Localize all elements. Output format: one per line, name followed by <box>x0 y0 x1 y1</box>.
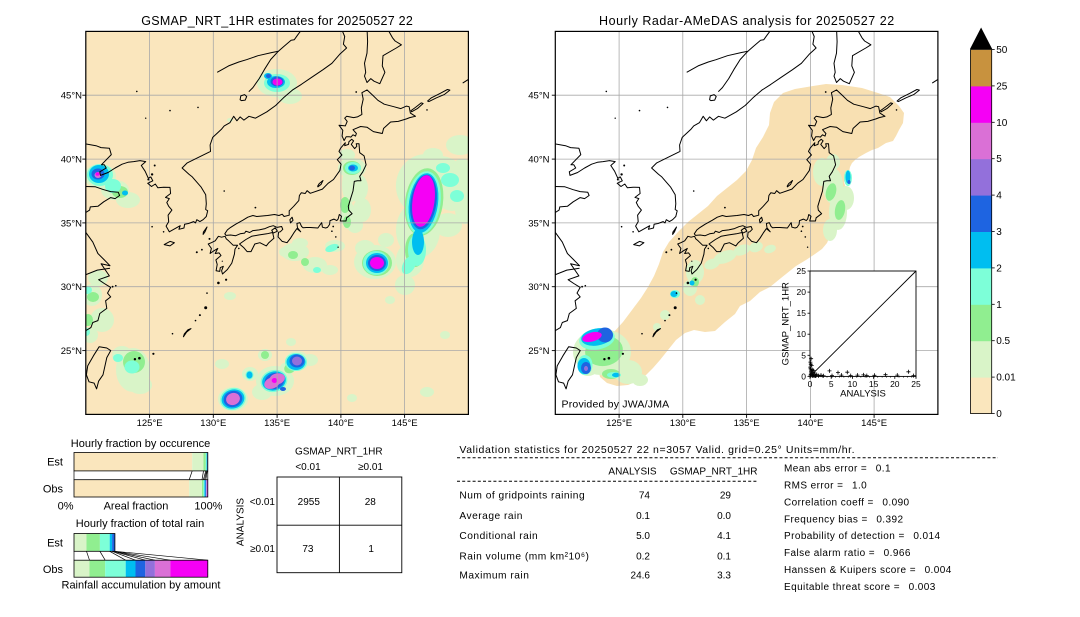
svg-text:Mean abs error = 0.1: Mean abs error = 0.1 <box>784 464 891 475</box>
svg-text:2: 2 <box>996 263 1002 274</box>
svg-text:40°N: 40°N <box>61 155 82 166</box>
svg-text:5: 5 <box>801 350 806 360</box>
svg-text:5.0: 5.0 <box>636 531 650 542</box>
svg-text:125°E: 125°E <box>606 418 632 429</box>
svg-text:Obs: Obs <box>43 564 64 576</box>
svg-text:10: 10 <box>848 379 858 389</box>
svg-text:135°E: 135°E <box>264 418 290 429</box>
svg-text:25°N: 25°N <box>61 346 82 357</box>
svg-text:28: 28 <box>365 497 377 508</box>
svg-text:73: 73 <box>302 544 314 555</box>
svg-text:140°E: 140°E <box>328 418 354 429</box>
svg-text:20: 20 <box>797 287 807 297</box>
svg-text:Hanssen & Kuipers score = 0.0: Hanssen & Kuipers score = 0.004 <box>784 565 952 576</box>
svg-text:3: 3 <box>996 227 1002 238</box>
svg-text:GSMAP_NRT_1HR estimates for 20: GSMAP_NRT_1HR estimates for 20250527 22 <box>141 14 413 28</box>
svg-text:5: 5 <box>829 379 834 389</box>
svg-text:Areal fraction: Areal fraction <box>104 501 169 513</box>
svg-text:20: 20 <box>890 379 900 389</box>
svg-text:0.5: 0.5 <box>996 336 1010 347</box>
svg-text:5: 5 <box>996 154 1002 165</box>
svg-text:145°E: 145°E <box>861 418 887 429</box>
svg-text:Obs: Obs <box>43 484 64 496</box>
svg-text:145°E: 145°E <box>392 418 418 429</box>
svg-text:ANALYSIS: ANALYSIS <box>608 466 656 477</box>
svg-text:Frequency bias = 0.392: Frequency bias = 0.392 <box>784 514 903 525</box>
svg-text:0: 0 <box>801 371 806 381</box>
svg-text:GSMAP_NRT_1HR: GSMAP_NRT_1HR <box>295 446 383 457</box>
svg-text:0.2: 0.2 <box>636 551 650 562</box>
svg-text:Est: Est <box>47 457 63 469</box>
svg-text:<0.01: <0.01 <box>295 462 321 473</box>
svg-text:0: 0 <box>808 379 813 389</box>
svg-text:40°N: 40°N <box>528 155 549 166</box>
svg-text:25: 25 <box>797 266 807 276</box>
svg-text:0.0: 0.0 <box>717 511 731 522</box>
svg-text:<0.01: <0.01 <box>250 497 276 508</box>
svg-text:45°N: 45°N <box>528 91 549 102</box>
svg-text:Rain volume (mm km²10⁶): Rain volume (mm km²10⁶) <box>459 551 589 562</box>
svg-text:45°N: 45°N <box>61 91 82 102</box>
svg-text:Validation statistics for 2025: Validation statistics for 20250527 22 n=… <box>459 444 855 456</box>
svg-text:Hourly fraction of total rain: Hourly fraction of total rain <box>76 518 204 530</box>
svg-text:1: 1 <box>996 300 1002 311</box>
svg-text:Equitable threat score = 0.00: Equitable threat score = 0.003 <box>784 582 936 593</box>
svg-text:30°N: 30°N <box>528 282 549 293</box>
svg-text:130°E: 130°E <box>670 418 696 429</box>
svg-text:29: 29 <box>720 491 732 502</box>
svg-text:False alarm ratio = 0.966: False alarm ratio = 0.966 <box>784 548 911 559</box>
svg-text:10: 10 <box>996 118 1008 129</box>
svg-text:GSMAP_NRT_1HR: GSMAP_NRT_1HR <box>781 282 792 365</box>
svg-text:Provided by JWA/JMA: Provided by JWA/JMA <box>562 399 670 411</box>
svg-text:≥0.01: ≥0.01 <box>250 544 275 555</box>
svg-text:RMS error = 1.0: RMS error = 1.0 <box>784 481 867 492</box>
svg-text:140°E: 140°E <box>797 418 823 429</box>
svg-text:ANALYSIS: ANALYSIS <box>840 389 886 400</box>
svg-text:50: 50 <box>996 45 1008 56</box>
svg-text:1: 1 <box>368 544 374 555</box>
svg-text:Conditional rain: Conditional rain <box>459 531 538 542</box>
svg-text:Rainfall accumulation by amoun: Rainfall accumulation by amount <box>62 580 221 592</box>
svg-text:24.6: 24.6 <box>631 570 651 581</box>
svg-text:0.1: 0.1 <box>636 511 650 522</box>
svg-text:100%: 100% <box>194 501 222 513</box>
svg-text:25: 25 <box>996 81 1008 92</box>
svg-text:0: 0 <box>996 409 1002 420</box>
svg-text:25: 25 <box>911 379 921 389</box>
svg-text:Probability of detection = 0.: Probability of detection = 0.014 <box>784 531 940 542</box>
svg-text:Correlation coeff = 0.090: Correlation coeff = 0.090 <box>784 497 910 508</box>
svg-text:35°N: 35°N <box>528 218 549 229</box>
svg-text:125°E: 125°E <box>137 418 163 429</box>
svg-text:130°E: 130°E <box>200 418 226 429</box>
svg-text:≥0.01: ≥0.01 <box>358 462 383 473</box>
svg-text:3.3: 3.3 <box>717 570 731 581</box>
svg-text:Est: Est <box>47 537 63 549</box>
svg-text:Maximum rain: Maximum rain <box>459 570 529 581</box>
svg-text:10: 10 <box>797 329 807 339</box>
svg-text:135°E: 135°E <box>734 418 760 429</box>
svg-text:GSMAP_NRT_1HR: GSMAP_NRT_1HR <box>670 466 758 477</box>
svg-text:35°N: 35°N <box>61 218 82 229</box>
svg-text:Hourly fraction by occurence: Hourly fraction by occurence <box>71 438 210 450</box>
svg-text:25°N: 25°N <box>528 346 549 357</box>
svg-text:4: 4 <box>996 191 1002 202</box>
svg-text:30°N: 30°N <box>61 282 82 293</box>
svg-text:15: 15 <box>869 379 879 389</box>
svg-text:74: 74 <box>639 491 651 502</box>
svg-text:2955: 2955 <box>298 497 321 508</box>
svg-text:0.01: 0.01 <box>996 373 1016 384</box>
svg-text:ANALYSIS: ANALYSIS <box>236 498 247 546</box>
svg-text:0%: 0% <box>58 501 74 513</box>
svg-text:0.1: 0.1 <box>717 551 731 562</box>
svg-text:15: 15 <box>797 308 807 318</box>
svg-text:Num of gridpoints raining: Num of gridpoints raining <box>459 491 585 502</box>
svg-text:Hourly Radar-AMeDAS analysis f: Hourly Radar-AMeDAS analysis for 2025052… <box>599 14 895 28</box>
svg-text:Average rain: Average rain <box>459 511 523 522</box>
svg-text:4.1: 4.1 <box>717 531 731 542</box>
